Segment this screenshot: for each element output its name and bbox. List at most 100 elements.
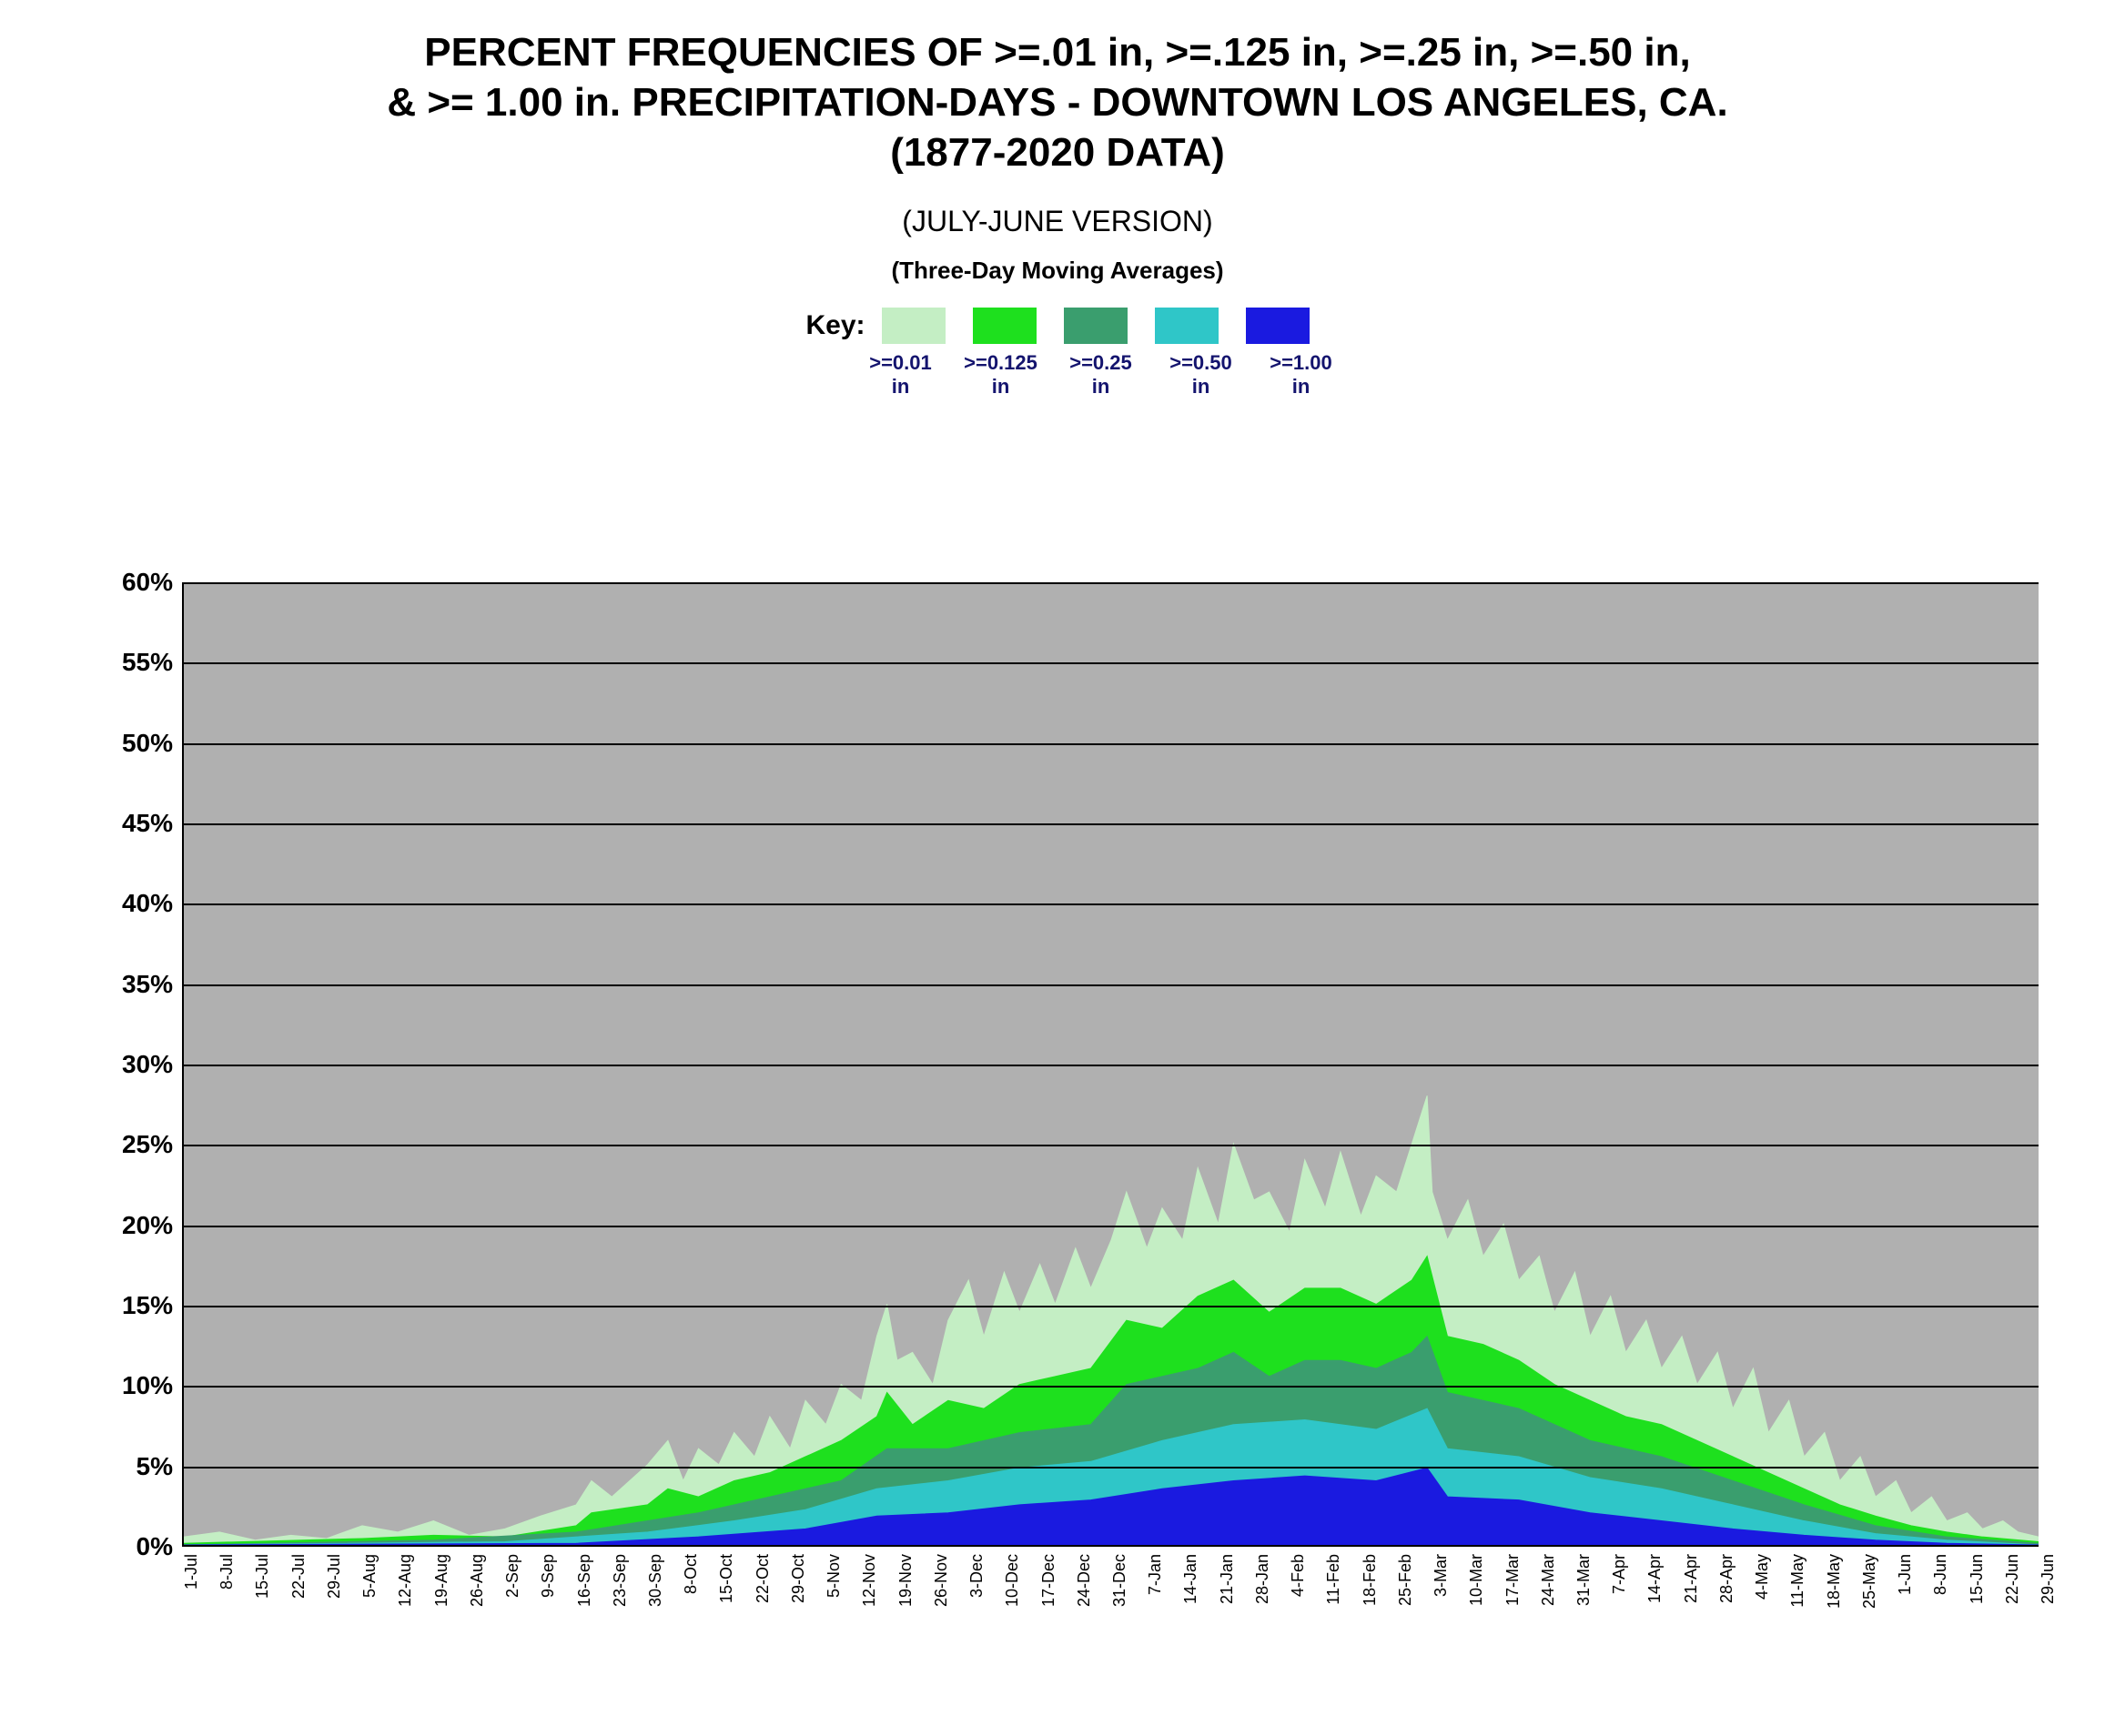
x-tick-label: 7-Jan [1146, 1554, 1165, 1595]
x-tick-label: 19-Aug [432, 1554, 451, 1607]
x-tick-label: 29-Jun [2039, 1554, 2058, 1604]
y-tick-label: 20% [122, 1211, 173, 1240]
gridline [184, 662, 2039, 664]
x-tick-label: 15-Jul [253, 1554, 272, 1599]
x-tick-label: 19-Nov [896, 1554, 916, 1607]
x-tick-label: 28-Jan [1253, 1554, 1272, 1604]
x-tick-label: 15-Oct [717, 1554, 736, 1603]
x-tick-label: 21-Jan [1218, 1554, 1237, 1604]
legend-swatch [973, 308, 1037, 344]
legend-swatch [882, 308, 946, 344]
x-tick-label: 7-Apr [1610, 1554, 1629, 1594]
x-tick-label: 18-Feb [1361, 1554, 1380, 1606]
x-tick-label: 11-May [1788, 1554, 1807, 1608]
legend-threshold-label: >=0.125 in [960, 351, 1042, 399]
gridline [184, 582, 2039, 584]
x-tick-label: 5-Aug [360, 1554, 379, 1598]
x-tick-label: 16-Sep [575, 1554, 594, 1607]
title-block: PERCENT FREQUENCIES OF >=.01 in, >=.125 … [0, 0, 2115, 399]
x-tick-label: 14-Jan [1181, 1554, 1200, 1604]
legend-threshold-label: >=0.25 in [1060, 351, 1142, 399]
x-tick-label: 28-Apr [1717, 1554, 1736, 1603]
legend-swatch [1064, 308, 1128, 344]
legend-threshold-label: >=0.50 in [1160, 351, 1242, 399]
gridline [184, 1306, 2039, 1307]
x-tick-label: 11-Feb [1324, 1554, 1343, 1605]
legend-threshold-label: >=0.01 in [860, 351, 942, 399]
x-tick-label: 8-Jun [1931, 1554, 1950, 1595]
x-axis: 1-Jul 8-Jul 15-Jul 22-Jul 29-Jul 5-Aug 12-Aug 1… [182, 1547, 2039, 1683]
x-tick-label: 9-Sep [539, 1554, 558, 1598]
x-tick-label: 17-Dec [1039, 1554, 1058, 1607]
x-tick-label: 26-Nov [932, 1554, 951, 1607]
x-tick-label: 17-Mar [1503, 1554, 1523, 1606]
gridline [184, 1145, 2039, 1146]
page-root: PERCENT FREQUENCIES OF >=.01 in, >=.125 … [0, 0, 2115, 1736]
x-tick-label: 10-Dec [1003, 1554, 1022, 1607]
y-tick-label: 50% [122, 729, 173, 758]
x-tick-label: 26-Aug [468, 1554, 487, 1607]
x-tick-label: 12-Aug [396, 1554, 415, 1607]
x-tick-label: 24-Dec [1075, 1554, 1094, 1607]
x-tick-label: 25-Feb [1396, 1554, 1415, 1606]
y-tick-label: 40% [122, 889, 173, 918]
x-tick-label: 21-Apr [1682, 1554, 1701, 1603]
gridline [184, 1226, 2039, 1227]
subtitle-1: (JULY-JUNE VERSION) [0, 205, 2115, 238]
legend-threshold-label: >=1.00 in [1260, 351, 1342, 399]
title-line-1: PERCENT FREQUENCIES OF >=.01 in, >=.125 … [0, 27, 2115, 77]
x-tick-label: 15-Jun [1968, 1554, 1987, 1604]
subtitle-2: (Three-Day Moving Averages) [0, 257, 2115, 285]
x-tick-label: 8-Oct [682, 1554, 701, 1594]
x-tick-label: 14-Apr [1645, 1554, 1665, 1603]
x-tick-label: 24-Mar [1539, 1554, 1558, 1606]
x-tick-label: 29-Jul [325, 1554, 344, 1599]
y-tick-label: 55% [122, 648, 173, 677]
y-tick-label: 60% [122, 568, 173, 597]
x-tick-label: 12-Nov [860, 1554, 879, 1607]
y-tick-label: 30% [122, 1050, 173, 1079]
x-tick-label: 3-Dec [967, 1554, 987, 1598]
gridline [184, 903, 2039, 905]
legend: Key: >=0.01 in >=0.125 in >=0.25 in >=0.50 … [0, 308, 2115, 399]
y-axis: 0%5%10%15%20%25%30%35%40%45%50%55%60% [73, 582, 182, 1547]
x-tick-label: 4-Feb [1289, 1554, 1308, 1597]
y-tick-label: 5% [137, 1452, 173, 1481]
gridline [184, 823, 2039, 825]
x-tick-label: 5-Nov [825, 1554, 844, 1598]
y-tick-label: 0% [137, 1532, 173, 1561]
x-tick-label: 3-Mar [1432, 1554, 1451, 1597]
x-tick-label: 22-Oct [754, 1554, 773, 1603]
x-tick-label: 22-Jun [2003, 1554, 2022, 1604]
legend-key-label: Key: [805, 310, 865, 341]
legend-swatch [1246, 308, 1310, 344]
legend-swatch-row: Key: [805, 308, 1309, 344]
legend-labels-row: >=0.01 in >=0.125 in >=0.25 in >=0.50 in >=1… [860, 351, 1342, 399]
gridline [184, 1065, 2039, 1066]
x-tick-label: 1-Jul [182, 1554, 201, 1590]
gridline [184, 1386, 2039, 1388]
gridline [184, 984, 2039, 986]
x-tick-label: 4-May [1753, 1554, 1772, 1600]
y-tick-label: 45% [122, 809, 173, 838]
x-tick-label: 1-Jun [1896, 1554, 1915, 1595]
x-tick-label: 10-Mar [1467, 1554, 1486, 1606]
x-tick-label: 31-Dec [1110, 1554, 1129, 1607]
x-tick-label: 25-May [1860, 1554, 1879, 1609]
title-line-3: (1877-2020 DATA) [0, 127, 2115, 177]
x-tick-label: 30-Sep [646, 1554, 665, 1607]
y-tick-label: 35% [122, 970, 173, 999]
x-tick-label: 29-Oct [789, 1554, 808, 1603]
x-tick-label: 22-Jul [289, 1554, 309, 1599]
title-line-2: & >= 1.00 in. PRECIPITATION-DAYS - DOWNT… [0, 77, 2115, 127]
x-tick-label: 2-Sep [503, 1554, 522, 1598]
x-tick-label: 8-Jul [218, 1554, 237, 1590]
area-series-svg [184, 582, 2039, 1545]
y-tick-label: 25% [122, 1130, 173, 1159]
chart-container: 0%5%10%15%20%25%30%35%40%45%50%55%60% 1-… [55, 582, 2057, 1692]
x-tick-label: 31-Mar [1574, 1554, 1594, 1606]
x-tick-label: 18-May [1825, 1554, 1844, 1609]
y-tick-label: 15% [122, 1291, 173, 1320]
x-tick-label: 23-Sep [611, 1554, 630, 1607]
plot-area [182, 582, 2039, 1547]
